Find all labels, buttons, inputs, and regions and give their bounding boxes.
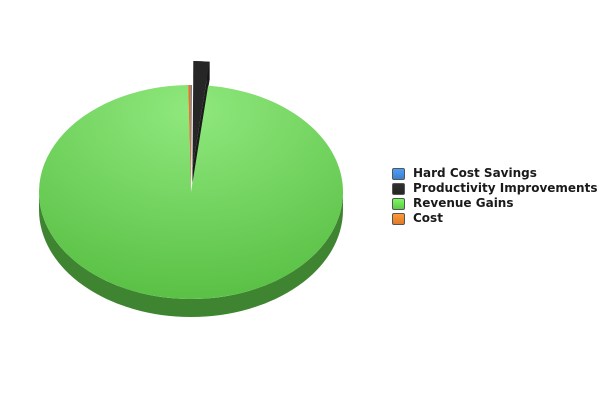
legend-swatch (392, 167, 405, 180)
legend-swatch (392, 197, 405, 210)
legend-label: Productivity Improvements (413, 181, 598, 195)
legend-label: Hard Cost Savings (413, 166, 537, 180)
legend-item-revenue-gains: Revenue Gains (392, 196, 597, 211)
pie-slice-productivity-improvements (192, 61, 210, 169)
legend-item-hard-cost-savings: Hard Cost Savings (392, 166, 597, 181)
pie-slices (38, 61, 344, 299)
legend-item-productivity-improvements: Productivity Improvements (392, 181, 597, 196)
legend-item-cost: Cost (392, 211, 597, 226)
legend-label: Revenue Gains (413, 196, 514, 210)
pie-slice-hard-cost-savings (191, 85, 192, 192)
legend-swatch (392, 182, 405, 195)
pie-side-revenue-gains (39, 192, 343, 317)
legend-label: Cost (413, 211, 443, 225)
pie-slice-cost (188, 85, 191, 192)
pie-slice-revenue-gains (38, 85, 344, 299)
legend-swatch (392, 212, 405, 225)
legend: Hard Cost Savings Productivity Improvemen… (392, 166, 597, 226)
pie-side-productivity-improvements (192, 61, 210, 187)
